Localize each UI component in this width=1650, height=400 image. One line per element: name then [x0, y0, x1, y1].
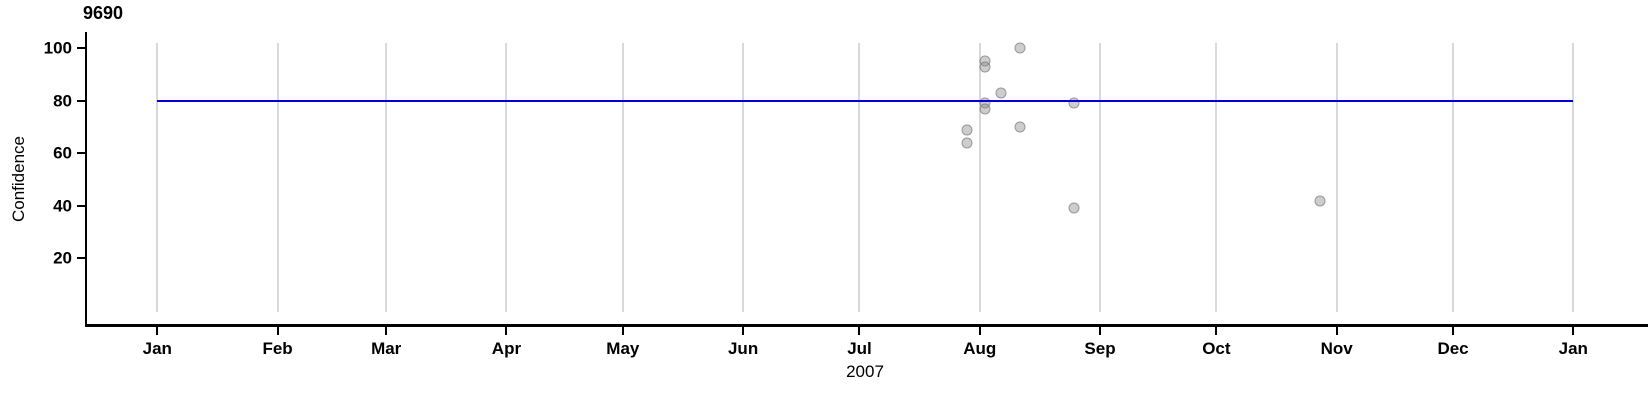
data-point	[995, 87, 1007, 99]
grid-line	[1452, 43, 1455, 312]
x-tick-label: Sep	[1084, 339, 1116, 358]
x-tick-label: Jan	[1558, 339, 1588, 358]
x-tick-label: Mar	[371, 339, 402, 358]
x-tick-mark	[505, 327, 508, 335]
x-tick-mark	[1335, 327, 1338, 335]
data-point	[1314, 195, 1326, 207]
x-tick-mark	[1215, 327, 1218, 335]
data-point	[1068, 97, 1080, 109]
grid-line	[156, 43, 159, 312]
x-tick-label: Jan	[142, 339, 172, 358]
y-tick-mark	[77, 204, 85, 207]
y-tick-mark	[77, 257, 85, 260]
x-axis-year-label: 2007	[846, 362, 884, 381]
x-tick-label: Feb	[262, 339, 293, 358]
x-tick-mark	[742, 327, 745, 335]
x-tick-label: Apr	[491, 339, 522, 358]
data-point	[979, 61, 991, 73]
x-axis-line	[85, 324, 1648, 327]
y-tick-label: 20	[53, 248, 72, 268]
grid-line	[1335, 43, 1338, 312]
grid-line	[1215, 43, 1218, 312]
x-tick-label: May	[606, 339, 640, 358]
x-tick-label: Oct	[1202, 339, 1231, 358]
x-tick-mark	[276, 327, 279, 335]
grid-line	[505, 43, 508, 312]
x-tick-mark	[978, 327, 981, 335]
y-tick-mark	[77, 47, 85, 50]
x-tick-mark	[385, 327, 388, 335]
x-tick-label: Aug	[963, 339, 997, 358]
data-point	[1014, 42, 1026, 54]
x-tick-mark	[1452, 327, 1455, 335]
y-tick-label: 80	[53, 91, 72, 111]
x-tick-mark	[858, 327, 861, 335]
reference-line	[157, 99, 1574, 102]
grid-line	[276, 43, 279, 312]
y-tick-mark	[77, 152, 85, 155]
x-tick-mark	[1099, 327, 1101, 335]
grid-line	[742, 43, 745, 312]
data-point	[979, 103, 991, 115]
grid-line	[858, 43, 861, 312]
x-tick-label: Jun	[727, 339, 759, 358]
y-tick-label: 40	[53, 196, 72, 216]
data-point	[1014, 121, 1026, 133]
y-tick-label: 60	[53, 143, 72, 163]
data-point	[961, 124, 973, 136]
x-tick-label: Dec	[1437, 339, 1469, 358]
x-tick-mark	[156, 327, 159, 335]
x-tick-label: Jul	[847, 339, 872, 358]
x-tick-mark	[621, 327, 624, 335]
grid-line	[1572, 43, 1575, 312]
grid-line	[1099, 43, 1101, 312]
data-point	[961, 137, 973, 149]
x-tick-mark	[1572, 327, 1575, 335]
y-axis-line	[85, 32, 87, 327]
y-tick-mark	[77, 99, 85, 102]
x-tick-label: Nov	[1320, 339, 1353, 358]
grid-line	[621, 43, 624, 312]
chart-title: 9690	[83, 3, 124, 23]
y-tick-label: 100	[43, 38, 72, 58]
grid-line	[385, 43, 388, 312]
data-point	[1068, 202, 1080, 214]
grid-line	[978, 43, 981, 312]
